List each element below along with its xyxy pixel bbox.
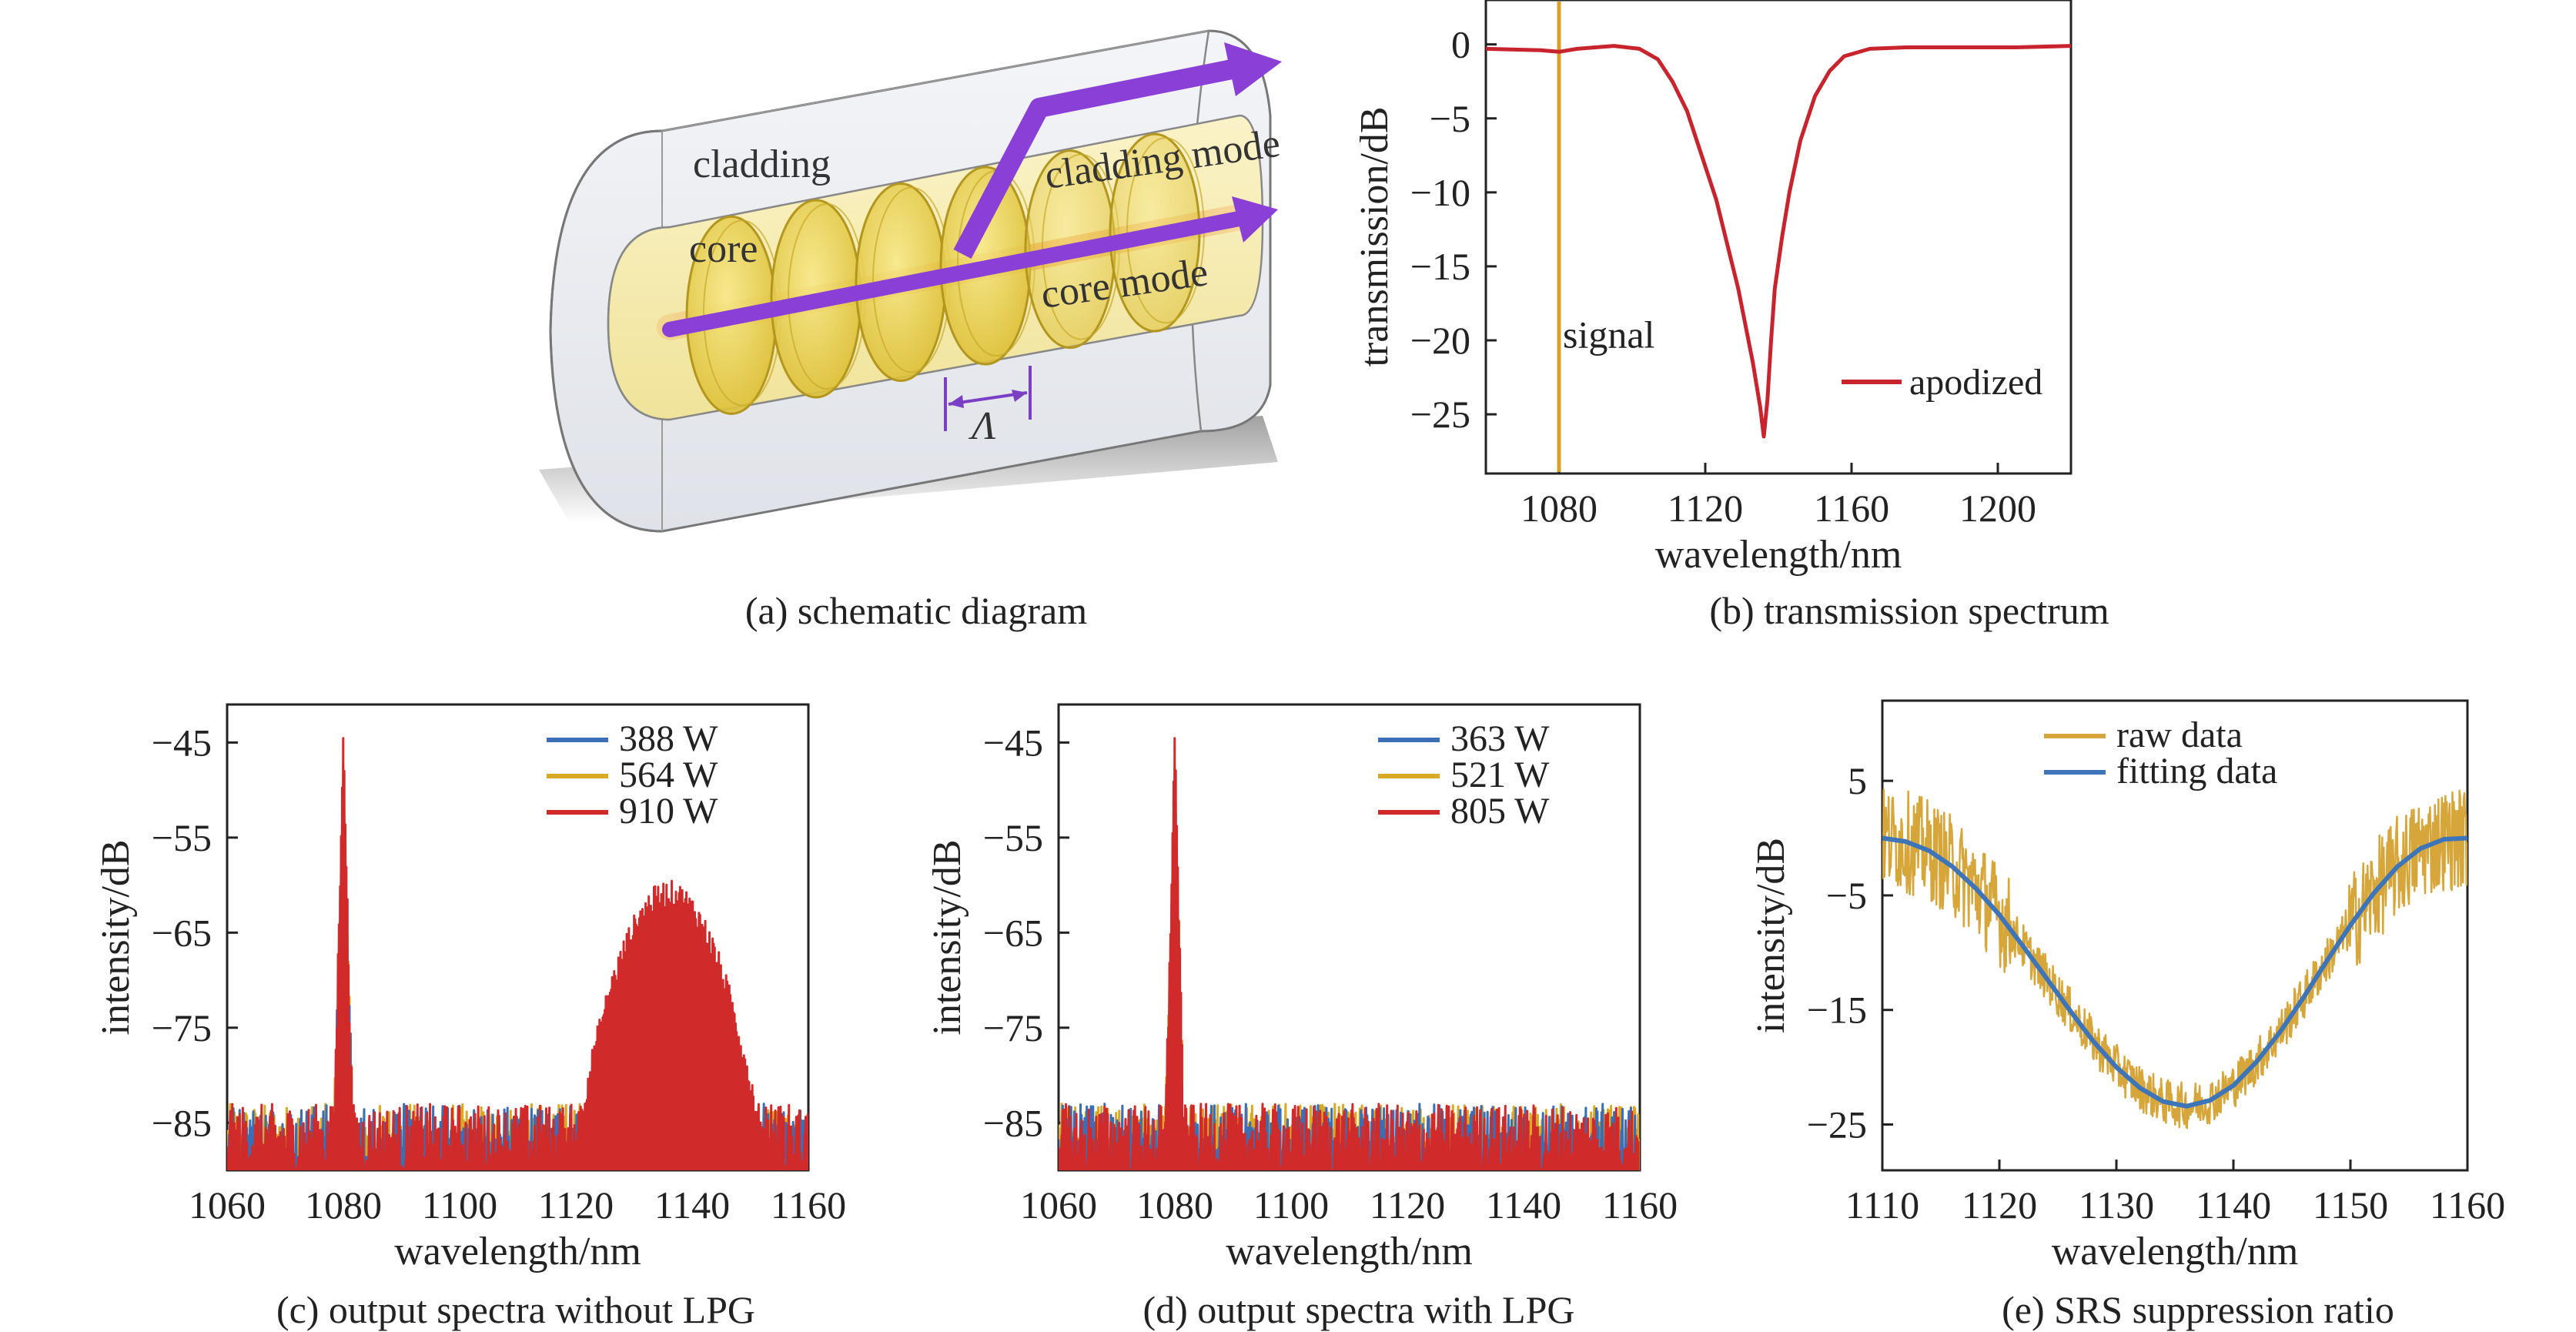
- chart-transmission-spectrum: 1080 1120 1160 1200 0 −5 −10 −15 −20 −25 wavelengt…: [1353, 0, 2073, 577]
- y-tick-label: −45: [152, 721, 212, 764]
- x-tick-label: 1150: [2313, 1183, 2388, 1227]
- y-axis-label: intensity/dB: [925, 839, 969, 1035]
- y-axis-label: transmission/dB: [1353, 106, 1397, 366]
- x-tick-label: 1080: [1136, 1183, 1213, 1227]
- caption-b: (b) transmission spectrum: [1709, 589, 2109, 632]
- plot-frame: [1881, 699, 2469, 1172]
- legend-entry: fitting data: [2116, 751, 2277, 792]
- y-tick-label: −5: [1430, 97, 1470, 140]
- x-tick-label: 1120: [1370, 1183, 1445, 1227]
- y-tick-label: −65: [152, 911, 212, 954]
- x-tick-label: 1060: [189, 1183, 266, 1227]
- caption-c: (c) output spectra without LPG: [276, 1288, 755, 1331]
- y-tick-label: −55: [152, 816, 212, 859]
- legend-entry: 363 W: [1450, 718, 1550, 759]
- core-mode-arrow: [662, 209, 1255, 337]
- caption-a: (a) schematic diagram: [745, 589, 1087, 632]
- cladding-mode-arrow: [953, 59, 1234, 259]
- y-tick-label: −25: [1807, 1103, 1867, 1146]
- chart-srs-suppression: 1110 1120 1130 1140 1150 1160 5 −5 −15 −25 wavelen…: [1749, 699, 2505, 1273]
- legend-entry: 910 W: [619, 791, 718, 832]
- period-left-tip: [948, 395, 964, 408]
- x-tick-label: 1140: [1486, 1183, 1561, 1227]
- signal-annotation: signal: [1563, 313, 1654, 356]
- x-tick-label: 1160: [1814, 487, 1889, 530]
- x-axis-label: wavelength/nm: [2052, 1230, 2299, 1273]
- x-tick-label: 1160: [771, 1183, 846, 1227]
- x-tick-label: 1160: [2430, 1183, 2505, 1227]
- legend-entry: 564 W: [619, 755, 718, 795]
- x-tick-label: 1080: [1521, 487, 1597, 530]
- y-tick-label: −75: [983, 1006, 1043, 1049]
- legend-entry: raw data: [2116, 715, 2243, 755]
- cladding-mode-arrowhead: [1224, 42, 1282, 96]
- x-tick-label: 1080: [305, 1183, 382, 1227]
- series-group: [1059, 737, 1640, 1170]
- label-period: Λ: [968, 404, 996, 448]
- y-tick-label: −55: [983, 816, 1043, 859]
- x-tick-label: 1100: [422, 1183, 497, 1227]
- x-tick-label: 1110: [1845, 1183, 1919, 1227]
- y-tick-label: −85: [983, 1101, 1043, 1144]
- series-apodized: [1485, 44, 2072, 439]
- x-tick-label: 1160: [1602, 1183, 1678, 1227]
- label-cladding: cladding: [693, 142, 831, 186]
- plot-frame: [1057, 703, 1641, 1172]
- caption-e: (e) SRS suppression ratio: [2002, 1288, 2394, 1331]
- period-right-tip: [1012, 390, 1027, 402]
- caption-d: (d) output spectra with LPG: [1142, 1288, 1574, 1331]
- schematic-diagram: cladding core cladding mode core mode Λ: [539, 29, 1283, 533]
- y-axis-label: intensity/dB: [94, 839, 138, 1035]
- legend-entry: 805 W: [1450, 791, 1550, 832]
- legend-entry: 388 W: [619, 718, 718, 759]
- shell-front-rim: [549, 129, 663, 533]
- label-core: core: [689, 227, 758, 271]
- x-tick-label: 1140: [654, 1183, 730, 1227]
- x-tick-label: 1130: [2079, 1183, 2154, 1227]
- y-tick-label: −10: [1410, 171, 1470, 214]
- legend-entry: apodized: [1909, 362, 2042, 403]
- chart-output-without-lpg: 1060 1080 1100 1120 1140 1160 −45 −55 −65 −75 −85 w…: [94, 703, 846, 1273]
- y-tick-label: −45: [983, 721, 1043, 764]
- y-tick-label: −20: [1410, 319, 1470, 362]
- series-fitting-data: [1882, 835, 2467, 1109]
- core-front-rim: [607, 226, 671, 421]
- x-axis-label: wavelength/nm: [1655, 533, 1902, 577]
- legend-entry: 521 W: [1450, 755, 1550, 795]
- series-group: [227, 737, 808, 1170]
- y-tick-label: −85: [152, 1101, 212, 1144]
- plot-frame: [1484, 0, 2073, 475]
- x-tick-label: 1100: [1253, 1183, 1329, 1227]
- x-axis-label: wavelength/nm: [394, 1230, 641, 1273]
- y-tick-label: −5: [1826, 874, 1867, 917]
- y-tick-label: −15: [1410, 245, 1470, 288]
- x-tick-label: 1120: [1668, 487, 1743, 530]
- x-axis-label: wavelength/nm: [1226, 1230, 1473, 1273]
- core-mode-arrowhead: [1232, 196, 1278, 243]
- y-tick-label: 0: [1451, 23, 1470, 66]
- x-tick-label: 1140: [2196, 1183, 2271, 1227]
- x-tick-label: 1060: [1020, 1183, 1097, 1227]
- x-tick-label: 1120: [1962, 1183, 2037, 1227]
- shell-inner-line: [661, 30, 1209, 132]
- y-tick-label: −65: [983, 911, 1043, 954]
- y-tick-label: −25: [1410, 393, 1470, 436]
- series-805-w: [1059, 737, 1640, 1170]
- series-raw-data: [1882, 788, 2467, 1130]
- y-tick-label: −75: [152, 1006, 212, 1049]
- chart-output-with-lpg: 1060 1080 1100 1120 1140 1160 −45 −55 −65 −75 −85 w…: [925, 703, 1678, 1273]
- y-tick-label: 5: [1848, 759, 1867, 802]
- x-tick-label: 1120: [538, 1183, 614, 1227]
- y-tick-label: −15: [1807, 989, 1867, 1032]
- y-axis-label: intensity/dB: [1749, 838, 1793, 1033]
- x-tick-label: 1200: [1959, 487, 2036, 530]
- grating-disks: [685, 132, 1205, 415]
- series-group: [1882, 788, 2467, 1130]
- series-910-w: [227, 737, 808, 1170]
